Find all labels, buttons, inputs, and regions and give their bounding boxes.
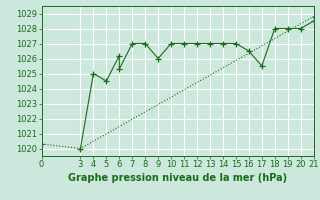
X-axis label: Graphe pression niveau de la mer (hPa): Graphe pression niveau de la mer (hPa) bbox=[68, 173, 287, 183]
